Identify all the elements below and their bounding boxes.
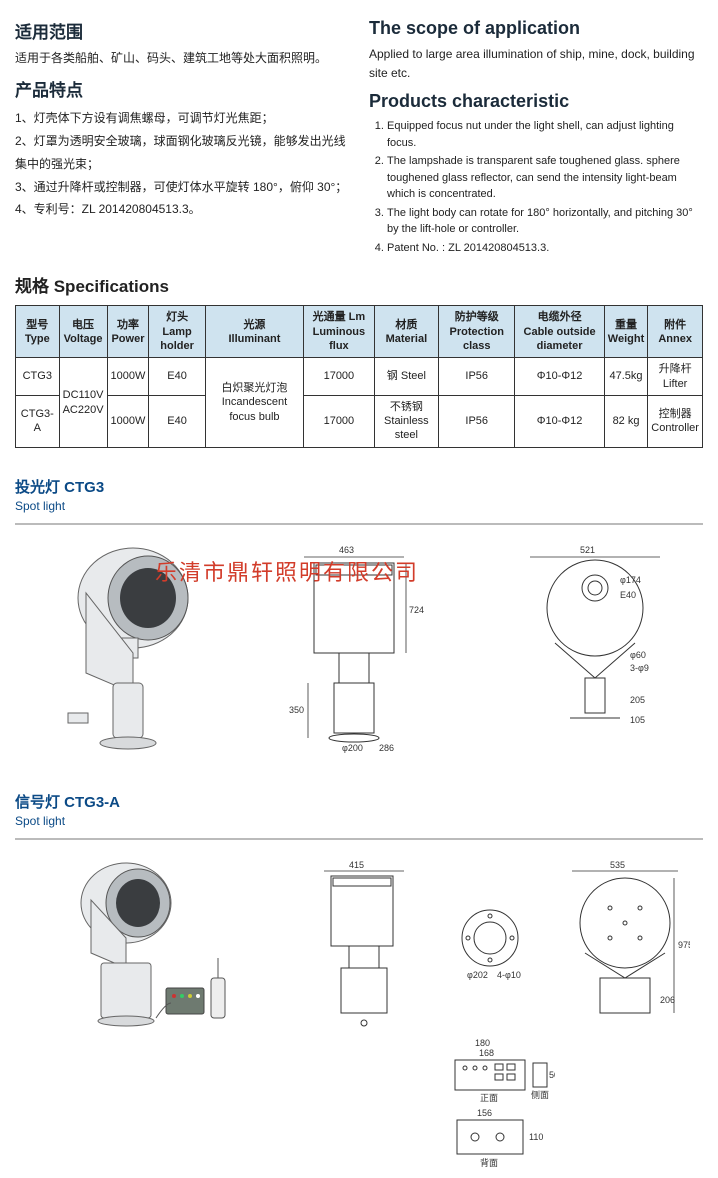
- cell-weight: 82 kg: [604, 395, 647, 447]
- svg-text:724: 724: [409, 605, 424, 615]
- feat-en-item: The lampshade is transparent safe toughe…: [387, 153, 703, 203]
- diagram-controller: 180 168 正面 50 侧面 156 110 背面: [445, 1038, 555, 1168]
- diagram-side-ctg3a: 415: [309, 858, 419, 1028]
- cell-cable: Φ10-Φ12: [515, 395, 604, 447]
- spec-heading: 规格 Specifications: [15, 272, 703, 297]
- th-illuminant: 光源Illuminant: [205, 306, 303, 358]
- svg-text:205: 205: [630, 695, 645, 705]
- section2-sub: Spot light: [15, 814, 703, 828]
- th-voltage: 电压Voltage: [59, 306, 107, 358]
- feat-cn-item: 4、专利号：ZL 201420804513.3。: [15, 198, 349, 221]
- th-flux: 光通量 LmLuminous flux: [304, 306, 375, 358]
- scope-desc-cn: 适用于各类船舶、矿山、码头、建筑工地等处大面积照明。: [15, 49, 349, 68]
- svg-text:φ60: φ60: [630, 650, 646, 660]
- svg-text:侧面: 侧面: [531, 1089, 549, 1100]
- svg-text:350: 350: [289, 705, 304, 715]
- cell-voltage: DC110V AC220V: [59, 358, 107, 447]
- product-photo-ctg3: [15, 543, 231, 753]
- cell-annex: 控制器Controller: [648, 395, 703, 447]
- th-type: 型号Type: [16, 306, 60, 358]
- th-weight: 重量Weight: [604, 306, 647, 358]
- svg-text:975: 975: [678, 940, 690, 950]
- svg-text:50: 50: [549, 1070, 555, 1080]
- svg-text:535: 535: [610, 860, 625, 870]
- feat-en-item: Patent No. : ZL 201420804513.3.: [387, 240, 703, 257]
- diagram-front-ctg3a: 535 975 206: [560, 858, 690, 1028]
- cell-power: 1000W: [107, 395, 149, 447]
- section2-title: 信号灯 CTG3-A: [15, 791, 703, 812]
- product-row-ctg3: 乐清市鼎轩照明有限公司 463 724 350 φ200 286: [15, 523, 703, 763]
- table-row: CTG3 DC110V AC220V 1000W E40 白炽聚光灯泡 Inca…: [16, 358, 703, 396]
- svg-text:168: 168: [479, 1048, 494, 1058]
- scope-title-en: The scope of application: [369, 18, 703, 39]
- svg-text:206: 206: [660, 995, 675, 1005]
- svg-text:E40: E40: [620, 590, 636, 600]
- cell-illuminant: 白炽聚光灯泡 Incandescent focus bulb: [205, 358, 303, 447]
- product-photo-ctg3a: [15, 858, 276, 1038]
- section1-title: 投光灯 CTG3: [15, 476, 703, 497]
- cell-weight: 47.5kg: [604, 358, 647, 396]
- diagram-side-ctg3: 463 724 350 φ200 286: [251, 543, 467, 753]
- diagram-front-ctg3: 521 φ174 E40 φ60 3-φ9 205 105: [487, 543, 703, 753]
- cell-material: 钢 Steel: [374, 358, 438, 396]
- svg-text:156: 156: [477, 1108, 492, 1118]
- svg-text:463: 463: [339, 545, 354, 555]
- feat-title-en: Products characteristic: [369, 91, 703, 112]
- svg-text:110: 110: [529, 1132, 543, 1142]
- svg-text:105: 105: [630, 715, 645, 725]
- section1-sub: Spot light: [15, 499, 703, 513]
- table-row: CTG3-A 1000W E40 17000 不锈钢 Stainless ste…: [16, 395, 703, 447]
- svg-text:521: 521: [580, 545, 595, 555]
- th-cable: 电缆外径Cable outside diameter: [515, 306, 604, 358]
- product-row-ctg3a: 415 φ202 4-φ10 535 975 2: [15, 838, 703, 1168]
- spec-table: 型号Type 电压Voltage 功率Power 灯头Lamp holder 光…: [15, 305, 703, 447]
- th-ip: 防护等级Protection class: [439, 306, 515, 358]
- table-header-row: 型号Type 电压Voltage 功率Power 灯头Lamp holder 光…: [16, 306, 703, 358]
- feat-list-en: Equipped focus nut under the light shell…: [369, 118, 703, 256]
- cell-annex: 升降杆Lifter: [648, 358, 703, 396]
- svg-text:3-φ9: 3-φ9: [630, 663, 649, 673]
- svg-text:正面: 正面: [480, 1093, 498, 1103]
- cell-flux: 17000: [304, 358, 375, 396]
- cell-ip: IP56: [439, 395, 515, 447]
- svg-text:背面: 背面: [480, 1157, 498, 1168]
- feat-cn-item: 1、灯壳体下方设有调焦螺母，可调节灯光焦距；: [15, 107, 349, 130]
- feat-en-item: The light body can rotate for 180° horiz…: [387, 205, 703, 238]
- feat-en-item: Equipped focus nut under the light shell…: [387, 118, 703, 151]
- cell-cable: Φ10-Φ12: [515, 358, 604, 396]
- feat-list-cn: 1、灯壳体下方设有调焦螺母，可调节灯光焦距； 2、灯罩为透明安全玻璃，球面钢化玻…: [15, 107, 349, 221]
- cell-holder: E40: [149, 358, 205, 396]
- svg-text:φ200: φ200: [342, 743, 363, 753]
- feat-title-cn: 产品特点: [15, 76, 349, 101]
- svg-text:286: 286: [379, 743, 394, 753]
- th-annex: 附件Annex: [648, 306, 703, 358]
- cell-holder: E40: [149, 395, 205, 447]
- scope-title-cn: 适用范围: [15, 18, 349, 43]
- svg-text:415: 415: [349, 860, 364, 870]
- svg-text:180: 180: [475, 1038, 490, 1048]
- cell-type: CTG3-A: [16, 395, 60, 447]
- scope-desc-en: Applied to large area illumination of sh…: [369, 45, 703, 83]
- svg-text:φ202: φ202: [467, 970, 488, 980]
- th-holder: 灯头Lamp holder: [149, 306, 205, 358]
- svg-text:4-φ10: 4-φ10: [497, 970, 521, 980]
- cell-flux: 17000: [304, 395, 375, 447]
- cell-material: 不锈钢 Stainless steel: [374, 395, 438, 447]
- th-power: 功率Power: [107, 306, 149, 358]
- diagrams-ctg3a: 415 φ202 4-φ10 535 975 2: [296, 858, 703, 1168]
- svg-text:φ174: φ174: [620, 575, 641, 585]
- cell-power: 1000W: [107, 358, 149, 396]
- cell-type: CTG3: [16, 358, 60, 396]
- th-material: 材质Material: [374, 306, 438, 358]
- cell-ip: IP56: [439, 358, 515, 396]
- feat-cn-item: 3、通过升降杆或控制器，可使灯体水平旋转 180°，俯仰 30°；: [15, 176, 349, 199]
- feat-cn-item: 2、灯罩为透明安全玻璃，球面钢化玻璃反光镜，能够发出光线集中的强光束；: [15, 130, 349, 176]
- diagram-base-plan: φ202 4-φ10: [455, 903, 525, 983]
